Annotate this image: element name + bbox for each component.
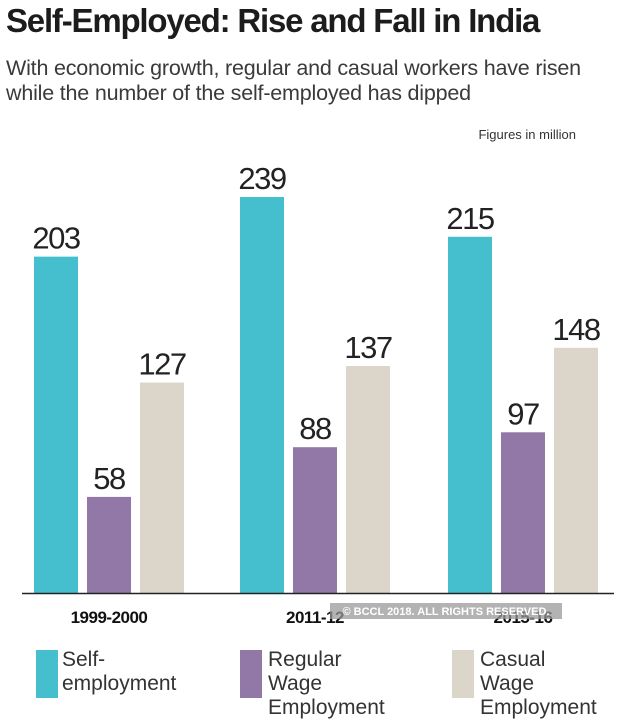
chart-title: Self-Employed: Rise and Fall in India [6, 2, 540, 39]
legend-swatch-casual [452, 650, 474, 698]
value-label-self-1999-2000: 203 [32, 221, 79, 256]
value-label-self-2015-16: 215 [446, 201, 493, 236]
legend-label-self: Self- employment [62, 648, 177, 695]
bar-casual-1999-2000 [140, 382, 184, 593]
copyright-background [330, 603, 562, 619]
value-label-regular-2015-16: 97 [507, 396, 539, 431]
legend: Self- employment Regular Wage Employment… [0, 648, 630, 719]
value-label-casual-1999-2000: 127 [138, 347, 185, 382]
chart-subtitle: With economic growth, regular and casual… [6, 56, 581, 105]
bar-casual-2015-16 [554, 347, 598, 593]
bar-self-2011-12 [240, 197, 284, 593]
value-label-casual-2015-16: 148 [552, 312, 599, 347]
copyright-notice: © BCCL 2018. ALL RIGHTS RESERVED. [343, 606, 550, 618]
bar-regular-1999-2000 [87, 496, 131, 593]
x-tick-2011-12: 2011-12 [286, 608, 344, 627]
bar-regular-2015-16 [501, 432, 545, 593]
bar-self-2015-16 [448, 236, 492, 593]
value-label-regular-2011-12: 88 [299, 411, 331, 446]
legend-swatch-self [36, 650, 58, 698]
legend-swatch-regular [240, 650, 262, 698]
value-label-regular-1999-2000: 58 [93, 461, 125, 496]
bar-self-1999-2000 [34, 256, 78, 593]
x-tick-1999-2000: 1999-2000 [71, 608, 148, 627]
bar-chart: 203 58 127 1999-2000 239 88 137 2011-12 215 97 148… [22, 161, 614, 627]
legend-label-regular: Regular Wage Employment [268, 648, 385, 719]
bar-casual-2011-12 [346, 366, 390, 593]
value-label-self-2011-12: 239 [238, 161, 285, 196]
value-label-casual-2011-12: 137 [344, 330, 391, 365]
bar-regular-2011-12 [293, 447, 337, 593]
units-note: Figures in million [478, 127, 576, 142]
legend-label-casual: Casual Wage Employment [480, 648, 597, 719]
